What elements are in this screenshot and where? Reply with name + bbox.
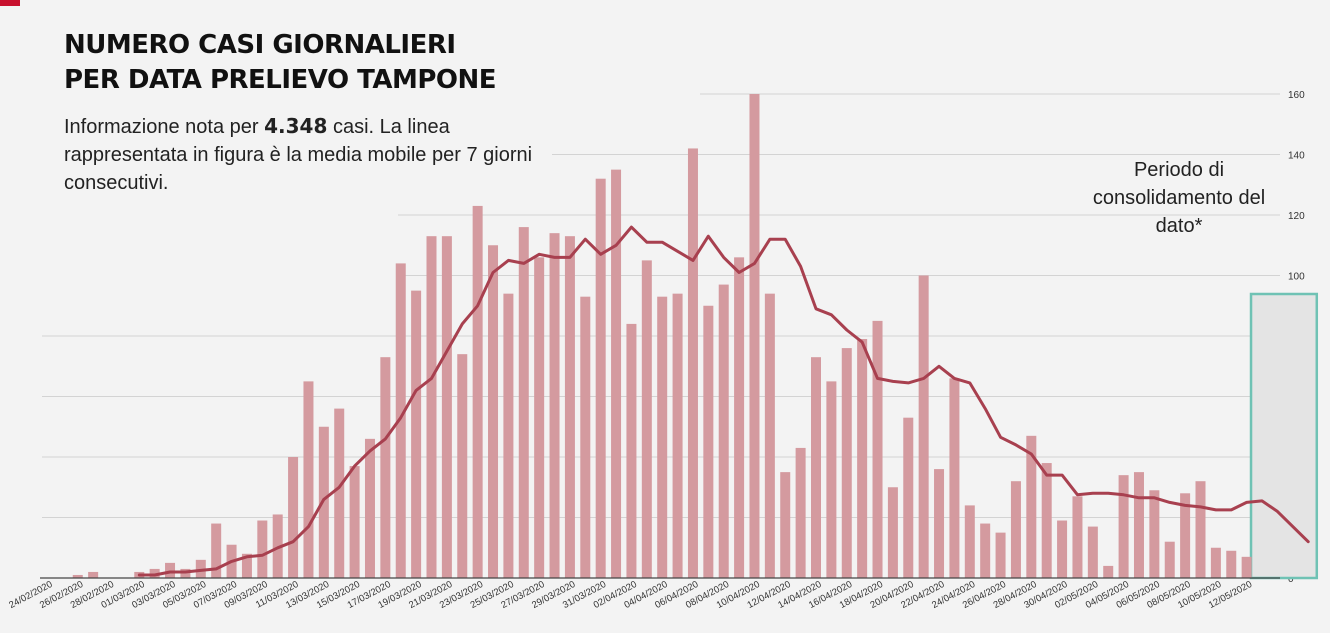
bar: [1180, 493, 1191, 578]
y-tick-label: 160: [1288, 90, 1305, 101]
bar: [1210, 547, 1221, 578]
bar: [934, 469, 945, 578]
bar: [1241, 556, 1252, 578]
chart-title-line1: NUMERO CASI GIORNALIERI: [64, 30, 456, 60]
bar: [1133, 472, 1144, 578]
chart-title: NUMERO CASI GIORNALIERI PER DATA PRELIEV…: [64, 28, 497, 98]
y-tick-label: 0: [1288, 574, 1294, 585]
bar: [964, 505, 975, 578]
bar: [903, 417, 914, 578]
bar: [1164, 541, 1175, 578]
bar: [288, 457, 299, 578]
bar: [395, 263, 406, 578]
bar: [534, 257, 545, 578]
bar: [1226, 550, 1237, 578]
bar: [872, 320, 883, 578]
bar: [549, 233, 560, 578]
bar: [764, 293, 775, 578]
bar: [626, 323, 637, 578]
bar: [580, 296, 591, 578]
bar: [611, 169, 622, 578]
bar: [149, 568, 160, 578]
bar: [488, 245, 499, 578]
brand-accent-mark: [0, 0, 20, 6]
bar: [472, 205, 483, 579]
bar: [826, 381, 837, 578]
bar: [241, 553, 252, 578]
bar: [795, 447, 806, 578]
bar: [426, 236, 437, 579]
bar: [303, 381, 314, 578]
consolidation-period-label: Periodo di consolidamento del dato*: [1092, 159, 1266, 237]
bar: [72, 574, 83, 578]
bar: [734, 257, 745, 578]
bar: [1057, 520, 1068, 578]
moving-average-line: [137, 225, 1310, 577]
bar: [364, 438, 375, 578]
bar: [1072, 496, 1083, 578]
chart-subtitle: Informazione nota per 4.348 casi. La lin…: [64, 112, 534, 197]
bar: [211, 523, 222, 578]
bar: [1010, 481, 1021, 578]
chart-title-line2: PER DATA PRELIEVO TAMPONE: [64, 65, 497, 95]
y-tick-label: 120: [1288, 211, 1305, 222]
subtitle-after: casi. La linea rappresentata in figura è…: [64, 116, 533, 194]
bar: [1195, 481, 1206, 578]
bar: [672, 293, 683, 578]
bar: [841, 348, 852, 578]
bar: [564, 236, 575, 579]
bar: [1103, 565, 1114, 578]
bar: [1026, 435, 1037, 578]
bar: [1118, 475, 1129, 578]
bar: [1149, 490, 1160, 578]
y-tick-label: 100: [1288, 272, 1305, 283]
bar: [503, 293, 514, 578]
bar: [165, 562, 176, 578]
bar: [1041, 463, 1052, 578]
bar: [980, 523, 991, 578]
bar: [703, 305, 714, 578]
bar: [780, 472, 791, 578]
bar: [1087, 526, 1098, 578]
bar: [88, 571, 99, 578]
y-tick-label: 140: [1288, 151, 1305, 162]
bar: [749, 94, 760, 578]
bar: [949, 378, 960, 578]
bar: [887, 487, 898, 578]
bar: [657, 296, 668, 578]
bar: [995, 532, 1006, 578]
bar: [457, 354, 468, 578]
bar: [718, 284, 729, 578]
bar: [918, 275, 929, 578]
bar: [641, 260, 652, 578]
bar: [257, 520, 268, 578]
bar: [380, 357, 391, 578]
bar: [857, 339, 868, 578]
bar: [687, 148, 698, 578]
bar: [334, 408, 345, 578]
bar: [595, 178, 606, 578]
bar: [518, 227, 529, 578]
bar: [349, 466, 360, 578]
bar: [811, 357, 821, 578]
total-cases-value: 4.348: [264, 114, 328, 138]
bar: [411, 290, 422, 578]
subtitle-before: Informazione nota per: [64, 116, 265, 138]
consolidation-period-box: [1249, 292, 1319, 580]
bar: [441, 236, 452, 579]
